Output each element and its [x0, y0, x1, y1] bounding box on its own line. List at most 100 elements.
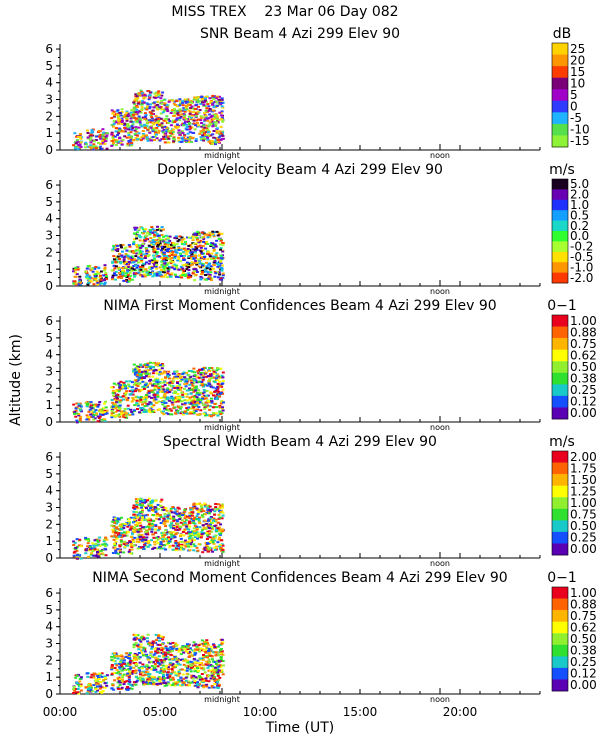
colorbar-label: -2.0 [570, 271, 593, 285]
echo-cell [146, 499, 149, 501]
echo-cell [149, 94, 152, 96]
echo-cell [208, 548, 211, 550]
echo-cell [141, 540, 144, 542]
echo-cell [147, 546, 150, 548]
echo-cell [119, 401, 122, 403]
echo-cell [197, 258, 200, 260]
echo-cell [188, 537, 191, 539]
echo-cell [172, 518, 175, 520]
echo-cell [89, 141, 92, 143]
echo-cell [143, 377, 146, 379]
echo-cell [181, 137, 184, 139]
echo-cell [163, 394, 166, 396]
echo-cell [136, 408, 139, 410]
echo-cell [183, 122, 186, 124]
echo-cell [172, 378, 175, 380]
echo-cell [209, 517, 212, 519]
echo-cell [172, 138, 175, 140]
echo-cell [201, 508, 204, 510]
echo-cell [154, 394, 157, 396]
echo-cell [208, 263, 211, 265]
echo-cell [97, 284, 100, 286]
echo-cell [139, 401, 142, 403]
y-axis-label: Altitude (km) [8, 334, 24, 426]
echo-cell [119, 408, 122, 410]
echo-cell [178, 134, 181, 136]
echo-cell [155, 115, 158, 117]
echo-cell [207, 236, 210, 238]
time-marker-label: noon [430, 151, 450, 160]
colorbar-swatch [552, 407, 568, 419]
echo-cell [136, 400, 139, 402]
echo-cell [215, 369, 218, 371]
echo-cell [146, 668, 149, 670]
echo-cell [95, 279, 98, 281]
echo-cell [114, 274, 117, 276]
echo-cell [120, 540, 123, 542]
echo-cell [142, 232, 145, 234]
echo-cell [195, 404, 198, 406]
echo-cell [152, 136, 155, 138]
echo-cell [176, 113, 179, 115]
echo-cell [209, 108, 212, 110]
echo-cell [113, 267, 116, 269]
echo-cell [133, 544, 136, 546]
echo-cell [141, 108, 144, 110]
echo-cell [192, 234, 195, 236]
echo-cell [220, 126, 223, 128]
echo-cell [138, 371, 141, 373]
echo-cell [220, 102, 223, 104]
echo-cell [187, 389, 190, 391]
echo-cell [158, 526, 161, 528]
echo-cell [167, 130, 170, 132]
echo-cell [220, 114, 223, 116]
echo-cell [212, 106, 215, 108]
echo-cell [170, 124, 173, 126]
echo-cell [210, 400, 213, 402]
echo-cell [216, 118, 219, 120]
echo-cell [221, 138, 224, 140]
echo-cell [129, 667, 132, 669]
echo-cell [92, 145, 95, 147]
echo-cell [77, 136, 80, 138]
echo-cell [207, 105, 210, 107]
echo-cell [102, 132, 105, 134]
echo-cell [121, 676, 124, 678]
echo-cell [202, 376, 205, 378]
echo-cell [147, 634, 150, 636]
echo-cell [159, 672, 162, 674]
echo-cell [74, 416, 77, 418]
echo-cell [211, 140, 214, 142]
echo-cell [192, 406, 195, 408]
echo-cell [135, 244, 138, 246]
echo-cell [129, 661, 132, 663]
echo-cell [104, 264, 107, 266]
echo-cell [76, 691, 79, 693]
echo-cell [155, 127, 158, 129]
echo-cell [104, 267, 107, 269]
echo-cell [99, 409, 102, 411]
echo-cell [173, 115, 176, 117]
echo-cell [210, 377, 213, 379]
y-tick-label: 2 [45, 653, 53, 667]
echo-cell [96, 540, 99, 542]
echo-cell [134, 380, 137, 382]
echo-cell [204, 405, 207, 407]
echo-cell [195, 97, 198, 99]
echo-cell [144, 539, 147, 541]
echo-cell [84, 552, 87, 554]
echo-cell [127, 689, 130, 691]
echo-cell [201, 265, 204, 267]
echo-cell [136, 538, 139, 540]
echo-cell [113, 383, 116, 385]
echo-cell [172, 549, 175, 551]
echo-cell [220, 392, 223, 394]
echo-cell [137, 385, 140, 387]
echo-cell [189, 549, 192, 551]
echo-cell [215, 240, 218, 242]
echo-cell [176, 370, 179, 372]
echo-cell [157, 92, 160, 94]
echo-cell [220, 240, 223, 242]
echo-cell [173, 247, 176, 249]
echo-cell [208, 141, 211, 143]
